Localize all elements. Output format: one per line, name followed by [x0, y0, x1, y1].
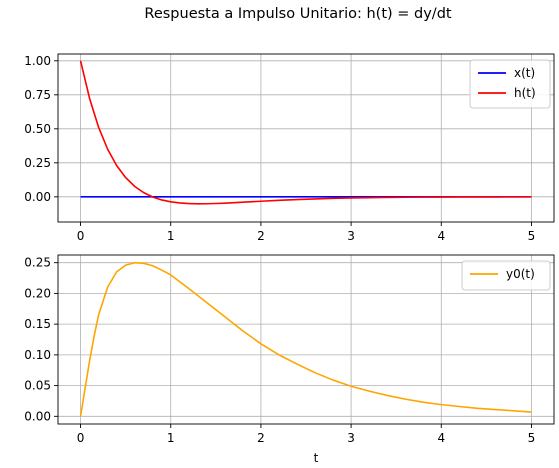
figure-title: Respuesta a Impulso Unitario: h(t) = dy/… [144, 6, 451, 22]
x-tick-label: 0 [77, 229, 85, 243]
x-tick-label: 3 [347, 431, 355, 445]
x-tick-label: 1 [167, 229, 175, 243]
y-tick-label: 0.20 [24, 286, 51, 300]
legend-label: h(t) [514, 86, 536, 100]
x-tick-label: 5 [528, 431, 536, 445]
x-tick-label: 4 [437, 431, 445, 445]
x-tick-label: 4 [437, 229, 445, 243]
legend: x(t) h(t) [469, 59, 551, 109]
x-tick-label: 2 [257, 229, 265, 243]
series-line-ht [79, 60, 532, 205]
legend-label: y0(t) [506, 267, 535, 281]
y-tick-label: 0.05 [24, 379, 51, 393]
y-tick-label: 0.25 [24, 156, 51, 170]
series-line-y0t [79, 261, 532, 417]
legend: y0(t) [461, 260, 551, 291]
y-tick-label: 0.15 [24, 317, 51, 331]
axes-frame [57, 254, 555, 425]
series-group [79, 60, 532, 205]
series-group [79, 261, 532, 417]
legend-label: x(t) [514, 66, 535, 80]
axes-frame [57, 53, 555, 223]
chart-1: 0 1 2 3 4 5 0.00 0.25 0.50 0.75 1.00 x(t) h(t) [24, 53, 555, 243]
y-tick-label: 1.00 [24, 54, 51, 68]
y-tick-label: 0.00 [24, 409, 51, 423]
x-tick-label: 5 [528, 229, 536, 243]
plots-group: 0 1 2 3 4 5 0.00 0.25 0.50 0.75 1.00 x(t) h(t) 0 1 2 3 4 5… [24, 53, 555, 465]
chart-2: 0 1 2 3 4 5 0.00 0.05 0.10 0.15 0.20 0.25 t y0(t) [24, 254, 555, 465]
y-tick-label: 0.00 [24, 190, 51, 204]
y-tick-label: 0.10 [24, 348, 51, 362]
y-tick-label: 0.50 [24, 122, 51, 136]
x-tick-label: 0 [77, 431, 85, 445]
x-tick-label: 1 [167, 431, 175, 445]
y-tick-label: 0.75 [24, 88, 51, 102]
x-tick-label: 3 [347, 229, 355, 243]
x-tick-label: 2 [257, 431, 265, 445]
legend-box [469, 59, 551, 109]
x-axis-label: t [314, 451, 319, 465]
y-tick-label: 0.25 [24, 256, 51, 270]
legend-box [461, 260, 551, 291]
